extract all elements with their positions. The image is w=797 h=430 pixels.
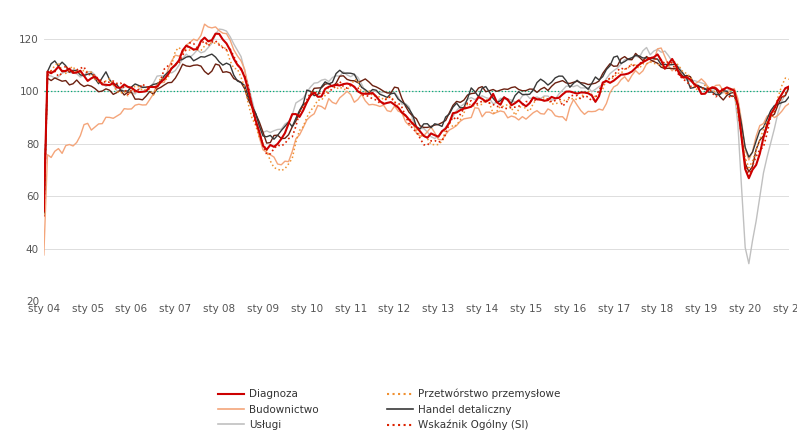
- Legend: Diagnoza, Budownictwo, Usługi, Granica koniunktury, Przetwórstwo przemysłowe, Ha: Diagnoza, Budownictwo, Usługi, Granica k…: [218, 389, 614, 430]
